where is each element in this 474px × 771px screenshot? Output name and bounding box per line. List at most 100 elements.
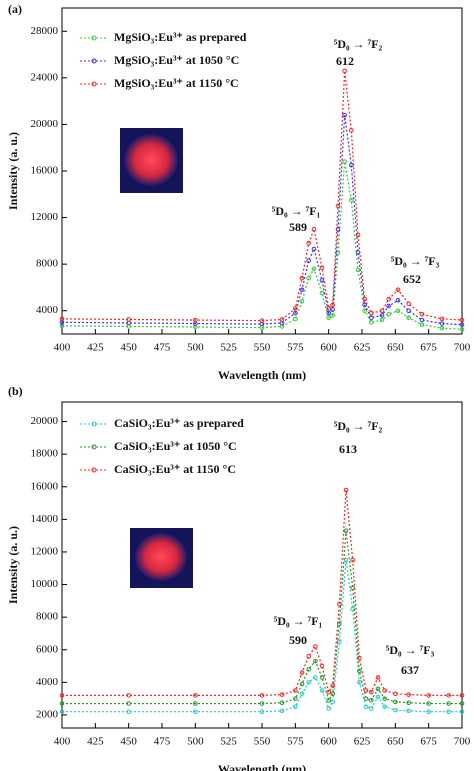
data-point bbox=[293, 688, 298, 693]
data-point bbox=[330, 691, 335, 697]
y-tick-label: 4000 bbox=[36, 676, 59, 688]
data-point bbox=[319, 663, 325, 669]
data-point bbox=[369, 320, 374, 325]
legend-label: MgSiO₃:Eu³⁺ at 1050 °C bbox=[114, 53, 239, 67]
x-tick-label: 450 bbox=[120, 342, 137, 354]
data-point bbox=[126, 317, 131, 322]
data-point bbox=[59, 709, 65, 715]
data-point bbox=[299, 299, 305, 304]
data-point bbox=[379, 308, 385, 314]
data-point bbox=[293, 316, 298, 322]
y-tick-label: 16000 bbox=[31, 165, 59, 177]
data-point bbox=[459, 693, 465, 698]
data-point bbox=[279, 708, 285, 714]
data-point bbox=[326, 310, 331, 316]
y-tick-label: 8000 bbox=[36, 258, 59, 270]
y-tick-label: 12000 bbox=[31, 211, 59, 223]
legend-marker bbox=[91, 421, 97, 427]
data-point bbox=[311, 246, 317, 252]
x-tick-label: 625 bbox=[354, 736, 371, 748]
x-tick-label: 650 bbox=[387, 342, 404, 354]
data-point bbox=[319, 290, 325, 296]
y-tick-label: 28000 bbox=[31, 25, 59, 37]
spectrum-line bbox=[61, 161, 463, 330]
data-point bbox=[419, 311, 425, 317]
data-point bbox=[293, 696, 298, 701]
data-point bbox=[419, 322, 425, 327]
y-axis-title: Intensity (a. u.) bbox=[6, 132, 20, 210]
data-point bbox=[426, 709, 431, 715]
data-point bbox=[459, 317, 465, 323]
legend-label: MgSiO₃:Eu³⁺ as prepared bbox=[114, 30, 247, 44]
data-point bbox=[362, 296, 367, 302]
data-point bbox=[426, 693, 431, 698]
data-point bbox=[193, 693, 198, 698]
x-axis-title: Wavelength (nm) bbox=[218, 762, 306, 771]
data-point bbox=[279, 317, 285, 322]
annotation: 589 bbox=[289, 220, 307, 234]
x-tick-label: 525 bbox=[220, 736, 237, 748]
data-point bbox=[306, 275, 311, 281]
data-point bbox=[393, 691, 398, 697]
x-tick-label: 400 bbox=[54, 342, 71, 354]
y-tick-label: 18000 bbox=[31, 448, 59, 460]
x-tick-label: 550 bbox=[254, 342, 271, 354]
x-tick-label: 500 bbox=[187, 342, 204, 354]
y-tick-label: 6000 bbox=[36, 643, 59, 655]
data-point bbox=[311, 266, 317, 272]
data-point bbox=[349, 197, 354, 203]
data-point bbox=[369, 697, 374, 703]
data-point bbox=[259, 709, 265, 715]
legend-marker bbox=[91, 58, 97, 64]
data-point bbox=[326, 689, 331, 695]
data-point bbox=[363, 704, 369, 710]
data-point bbox=[386, 311, 391, 317]
data-point bbox=[357, 668, 362, 674]
data-point bbox=[306, 667, 311, 672]
inset-photo bbox=[130, 528, 193, 588]
data-point bbox=[279, 692, 285, 697]
y-axis-title: Intensity (a. u.) bbox=[6, 526, 20, 604]
data-point bbox=[126, 693, 131, 698]
data-point bbox=[306, 653, 311, 659]
data-point bbox=[382, 704, 387, 710]
data-point bbox=[406, 692, 411, 697]
data-point bbox=[363, 688, 369, 693]
panel-label: (a) bbox=[8, 2, 22, 16]
data-point bbox=[293, 704, 298, 710]
data-point bbox=[306, 258, 311, 263]
data-point bbox=[259, 701, 265, 706]
data-point bbox=[406, 708, 411, 714]
x-tick-label: 625 bbox=[354, 342, 371, 354]
data-point bbox=[357, 680, 362, 685]
spectrum-line bbox=[61, 70, 463, 322]
annotation: ⁵D₀ → ⁷F₂ bbox=[334, 37, 383, 51]
legend-label: MgSiO₃:Eu³⁺ at 1150 °C bbox=[114, 76, 239, 90]
data-point bbox=[362, 308, 367, 314]
data-point bbox=[446, 693, 451, 698]
data-point bbox=[59, 316, 65, 322]
data-point bbox=[379, 313, 385, 318]
data-point bbox=[369, 310, 374, 316]
x-tick-label: 550 bbox=[254, 736, 271, 748]
x-tick-label: 600 bbox=[320, 736, 337, 748]
legend-label: CaSiO₃:Eu³⁺ at 1050 °C bbox=[114, 439, 237, 453]
annotation: 590 bbox=[289, 633, 307, 647]
data-point bbox=[313, 675, 318, 680]
data-point bbox=[335, 203, 341, 209]
x-tick-label: 450 bbox=[120, 736, 137, 748]
y-tick-label: 20000 bbox=[31, 415, 59, 427]
data-point bbox=[349, 127, 354, 133]
data-point bbox=[126, 709, 131, 715]
data-point bbox=[446, 709, 451, 715]
y-tick-label: 24000 bbox=[31, 71, 59, 83]
data-point bbox=[337, 601, 342, 607]
y-tick-label: 8000 bbox=[36, 611, 59, 623]
data-point bbox=[319, 688, 325, 693]
data-point bbox=[382, 696, 387, 701]
data-point bbox=[357, 655, 362, 661]
data-point bbox=[406, 301, 411, 307]
x-tick-label: 575 bbox=[287, 736, 304, 748]
data-point bbox=[299, 287, 305, 293]
data-point bbox=[395, 308, 401, 314]
